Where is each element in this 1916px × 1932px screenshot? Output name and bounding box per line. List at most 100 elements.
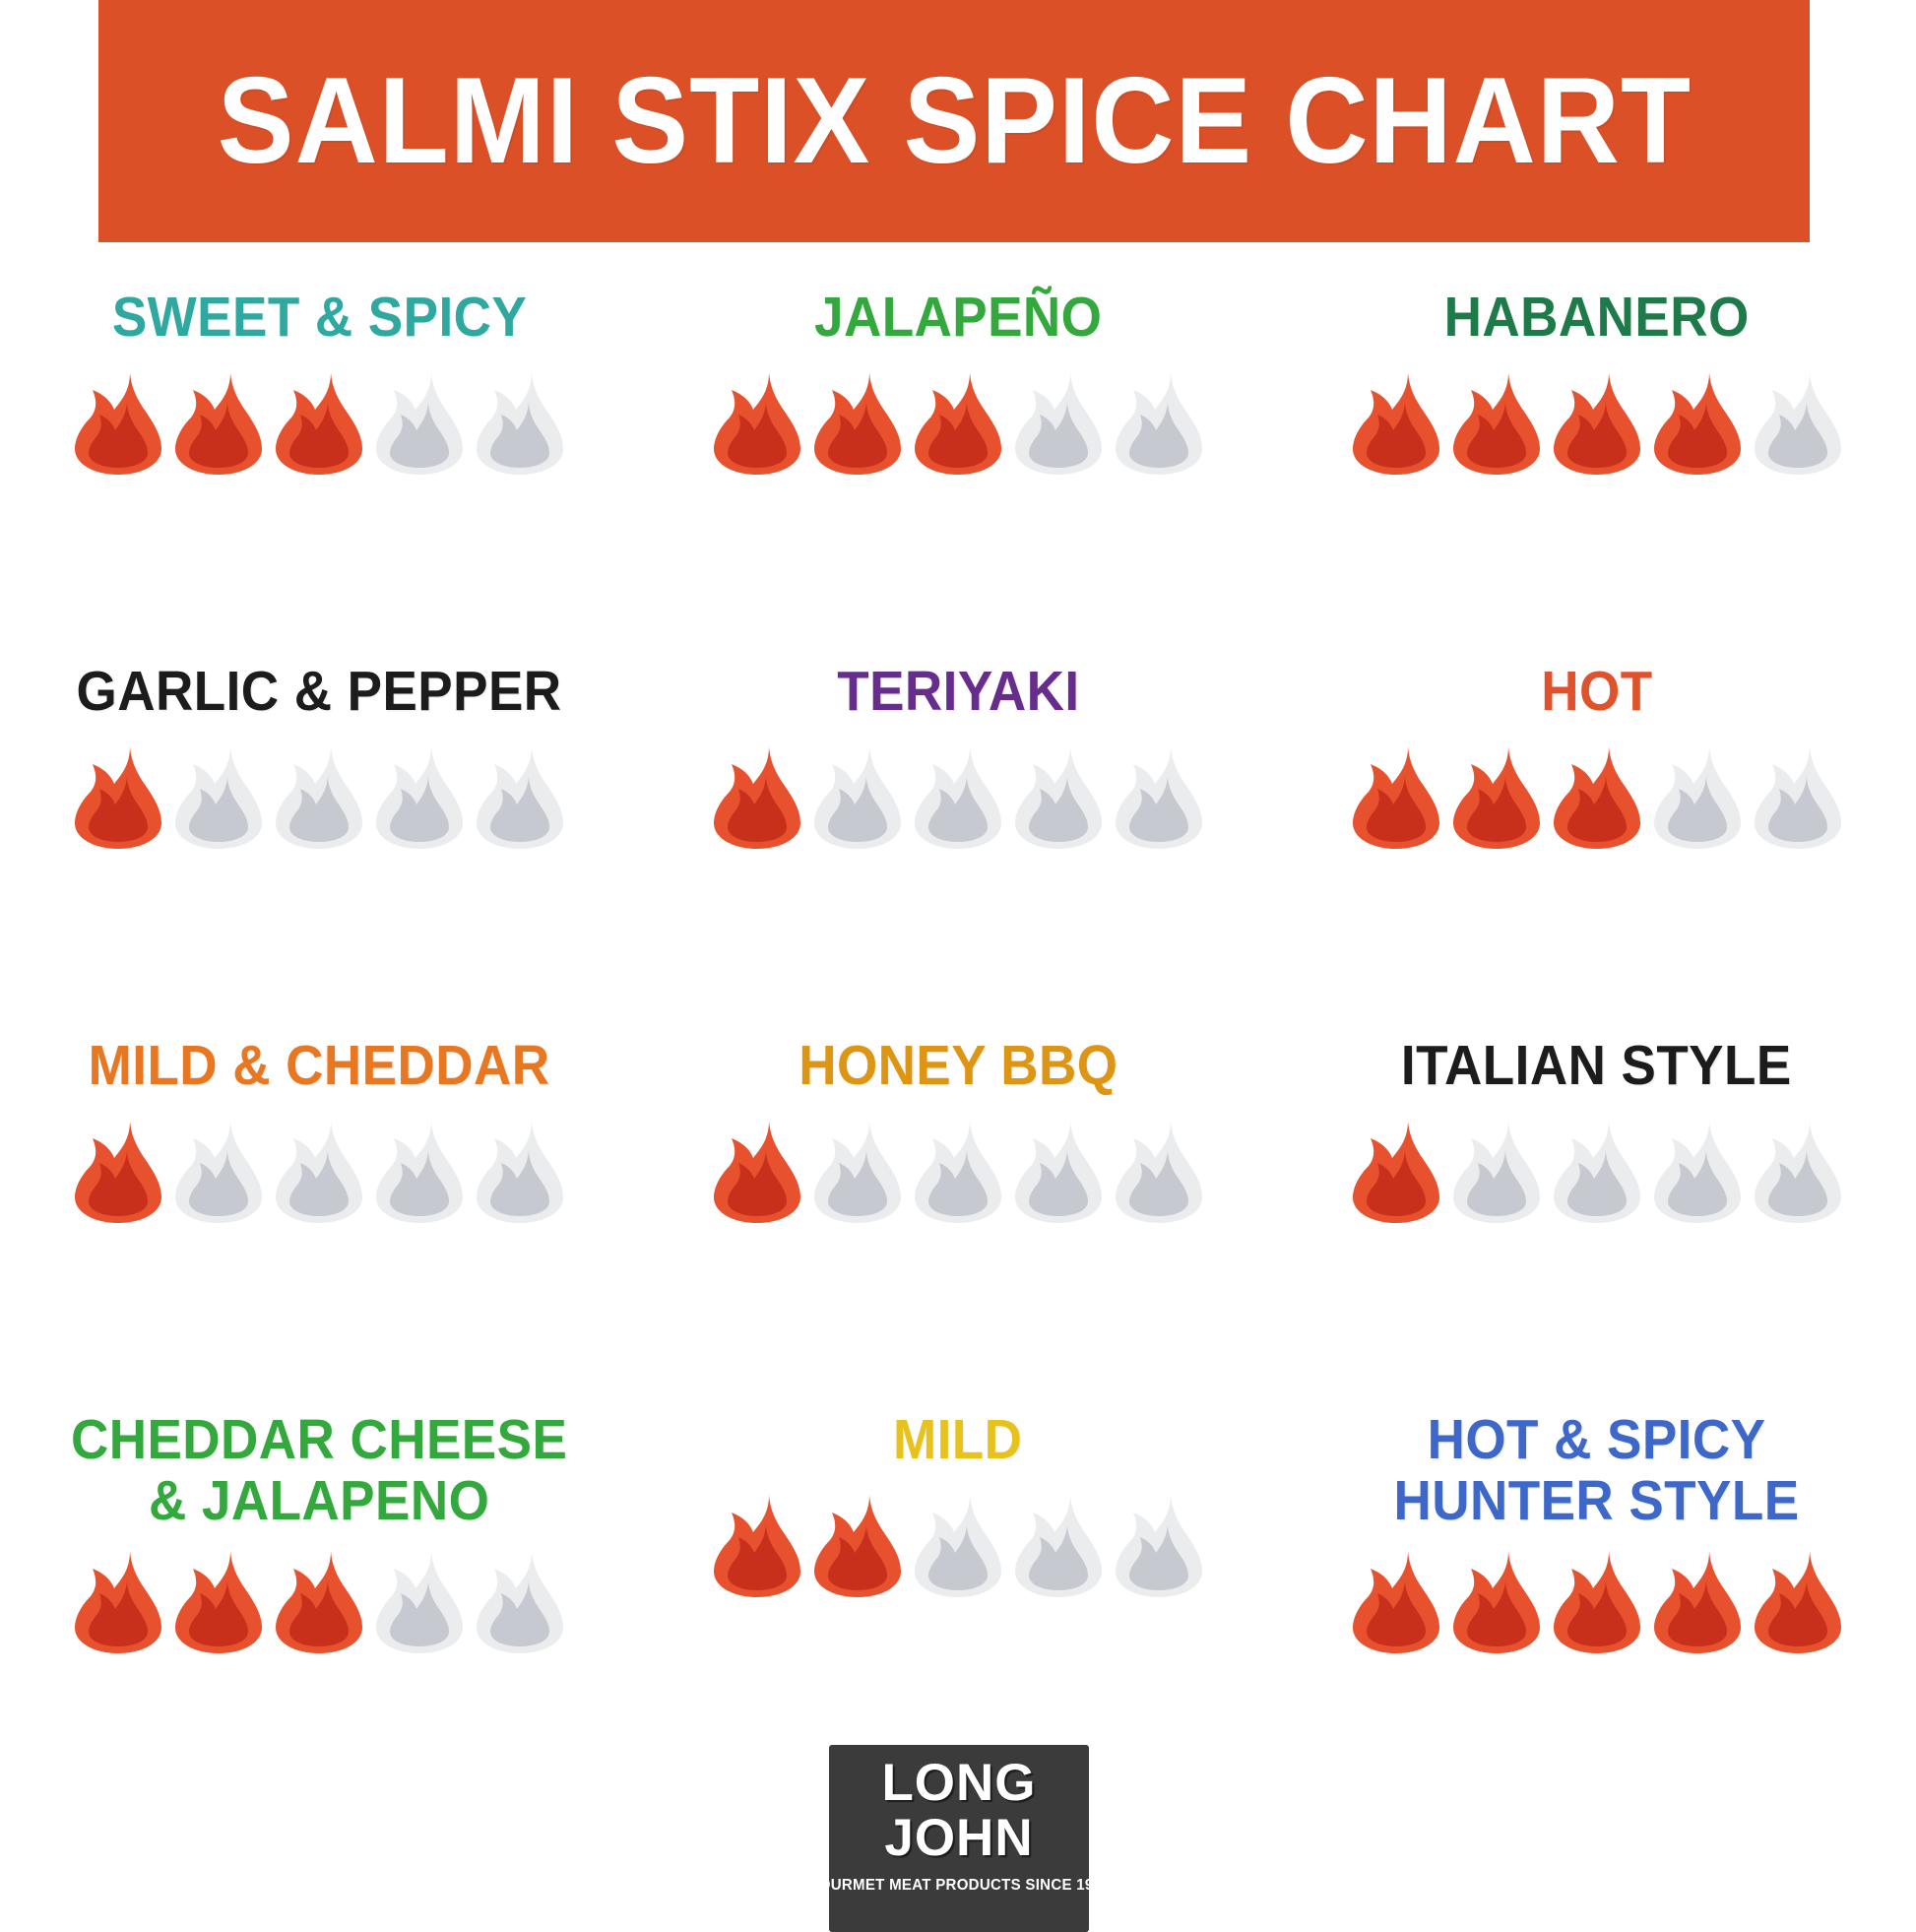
flame-icon-lit xyxy=(1553,371,1640,475)
flavor-label: GARLIC & PEPPER xyxy=(76,660,562,723)
flame-icon-lit xyxy=(175,1551,263,1654)
flame-icon-lit xyxy=(75,745,162,849)
flavor-label: MILD & CHEDDAR xyxy=(88,1034,550,1097)
flavor-label: HABANERO xyxy=(1443,286,1750,349)
flame-icon-lit xyxy=(1352,1551,1439,1654)
flame-icon-unlit xyxy=(1754,371,1841,475)
flame-icon-unlit xyxy=(1754,1120,1841,1223)
flame-icon-unlit xyxy=(1452,1120,1540,1223)
flavor-cell: TERIYAKI xyxy=(639,616,1278,991)
spice-level-meter xyxy=(1349,366,1845,475)
flavor-cell: HOT & SPICY HUNTER STYLE xyxy=(1277,1365,1916,1739)
spice-level-meter xyxy=(1349,1115,1845,1223)
flavor-label: CHEDDAR CHEESE & JALAPENO xyxy=(71,1408,568,1532)
logo-tagline: GOURMET MEAT PRODUCTS SINCE 1936 xyxy=(829,1877,1089,1895)
flame-icon-unlit xyxy=(1754,745,1841,849)
flame-icon-unlit xyxy=(477,745,564,849)
spice-level-meter xyxy=(71,1115,567,1223)
spice-level-meter xyxy=(710,1489,1206,1597)
flame-icon-lit xyxy=(1553,745,1640,849)
flame-icon-unlit xyxy=(1653,745,1741,849)
flame-icon-lit xyxy=(1352,371,1439,475)
flame-icon-unlit xyxy=(276,745,363,849)
flame-icon-unlit xyxy=(175,745,263,849)
flame-icon-lit xyxy=(813,1494,901,1597)
flavor-label: TERIYAKI xyxy=(836,660,1080,723)
page-title: SALMI STIX SPICE CHART xyxy=(217,53,1692,189)
flame-icon-lit xyxy=(1653,371,1741,475)
flavor-label: ITALIAN STYLE xyxy=(1401,1034,1793,1097)
spice-level-meter xyxy=(710,1115,1206,1223)
flame-icon-unlit xyxy=(1115,745,1202,849)
flame-icon-lit xyxy=(75,1551,162,1654)
flame-icon-unlit xyxy=(914,1120,1001,1223)
flame-icon-lit xyxy=(1452,1551,1540,1654)
flavor-cell: JALAPEÑO xyxy=(639,242,1278,616)
spice-level-meter xyxy=(710,366,1206,475)
flame-icon-lit xyxy=(1754,1551,1841,1654)
flame-icon-lit xyxy=(713,1494,800,1597)
flame-icon-unlit xyxy=(1115,1120,1202,1223)
spice-level-meter xyxy=(71,741,567,849)
header-banner: SALMI STIX SPICE CHART xyxy=(98,0,1810,242)
flavor-cell: MILD xyxy=(639,1365,1278,1739)
flame-icon-lit xyxy=(1553,1551,1640,1654)
flavor-cell: GARLIC & PEPPER xyxy=(0,616,639,991)
spice-level-meter xyxy=(71,1545,567,1654)
flame-icon-lit xyxy=(914,371,1001,475)
flavor-cell: HONEY BBQ xyxy=(639,991,1278,1365)
flame-icon-unlit xyxy=(175,1120,263,1223)
flavor-cell: HOT xyxy=(1277,616,1916,991)
flame-icon-unlit xyxy=(1014,371,1102,475)
flavor-cell: SWEET & SPICY xyxy=(0,242,639,616)
flavor-label: HONEY BBQ xyxy=(798,1034,1118,1097)
flame-icon-lit xyxy=(276,371,363,475)
flame-icon-lit xyxy=(175,371,263,475)
flavor-label: JALAPEÑO xyxy=(813,286,1103,349)
flame-icon-unlit xyxy=(914,745,1001,849)
flame-icon-unlit xyxy=(1115,371,1202,475)
flavor-cell: CHEDDAR CHEESE & JALAPENO xyxy=(0,1365,639,1739)
flame-icon-unlit xyxy=(1115,1494,1202,1597)
flavor-cell: MILD & CHEDDAR xyxy=(0,991,639,1365)
flame-icon-unlit xyxy=(376,371,464,475)
flame-icon-unlit xyxy=(376,745,464,849)
flame-icon-lit xyxy=(713,371,800,475)
spice-level-meter xyxy=(71,366,567,475)
flame-icon-lit xyxy=(1352,1120,1439,1223)
flame-icon-unlit xyxy=(1553,1120,1640,1223)
flame-icon-lit xyxy=(713,745,800,849)
flame-icon-lit xyxy=(75,1120,162,1223)
spice-chart-grid: SWEET & SPICY JALAPEÑO HABANERO GARLIC & PE… xyxy=(0,242,1916,1739)
flame-icon-lit xyxy=(713,1120,800,1223)
flame-icon-unlit xyxy=(1014,745,1102,849)
flavor-cell: ITALIAN STYLE xyxy=(1277,991,1916,1365)
flame-icon-unlit xyxy=(376,1551,464,1654)
flavor-label: HOT xyxy=(1541,660,1653,723)
flame-icon-lit xyxy=(276,1551,363,1654)
flame-icon-lit xyxy=(1452,371,1540,475)
flavor-label: SWEET & SPICY xyxy=(111,286,528,349)
flame-icon-unlit xyxy=(1014,1494,1102,1597)
flame-icon-lit xyxy=(813,371,901,475)
flame-icon-unlit xyxy=(276,1120,363,1223)
logo-word-john: JOHN xyxy=(884,1809,1034,1868)
flame-icon-lit xyxy=(1452,745,1540,849)
flavor-cell: HABANERO xyxy=(1277,242,1916,616)
flame-icon-lit xyxy=(1653,1551,1741,1654)
flame-icon-unlit xyxy=(477,371,564,475)
flavor-label: MILD xyxy=(893,1408,1023,1471)
flame-icon-unlit xyxy=(813,745,901,849)
flame-icon-unlit xyxy=(1014,1120,1102,1223)
flame-icon-lit xyxy=(1352,745,1439,849)
logo-word-long: LONG xyxy=(881,1754,1037,1812)
flame-icon-unlit xyxy=(1653,1120,1741,1223)
flame-icon-unlit xyxy=(376,1120,464,1223)
flame-icon-unlit xyxy=(813,1120,901,1223)
flame-icon-unlit xyxy=(477,1120,564,1223)
flavor-label: HOT & SPICY HUNTER STYLE xyxy=(1393,1408,1800,1532)
spice-level-meter xyxy=(1349,1545,1845,1654)
flame-icon-unlit xyxy=(477,1551,564,1654)
brand-logo: LONG JOHN GOURMET MEAT PRODUCTS SINCE 19… xyxy=(829,1745,1089,1932)
spice-level-meter xyxy=(710,741,1206,849)
